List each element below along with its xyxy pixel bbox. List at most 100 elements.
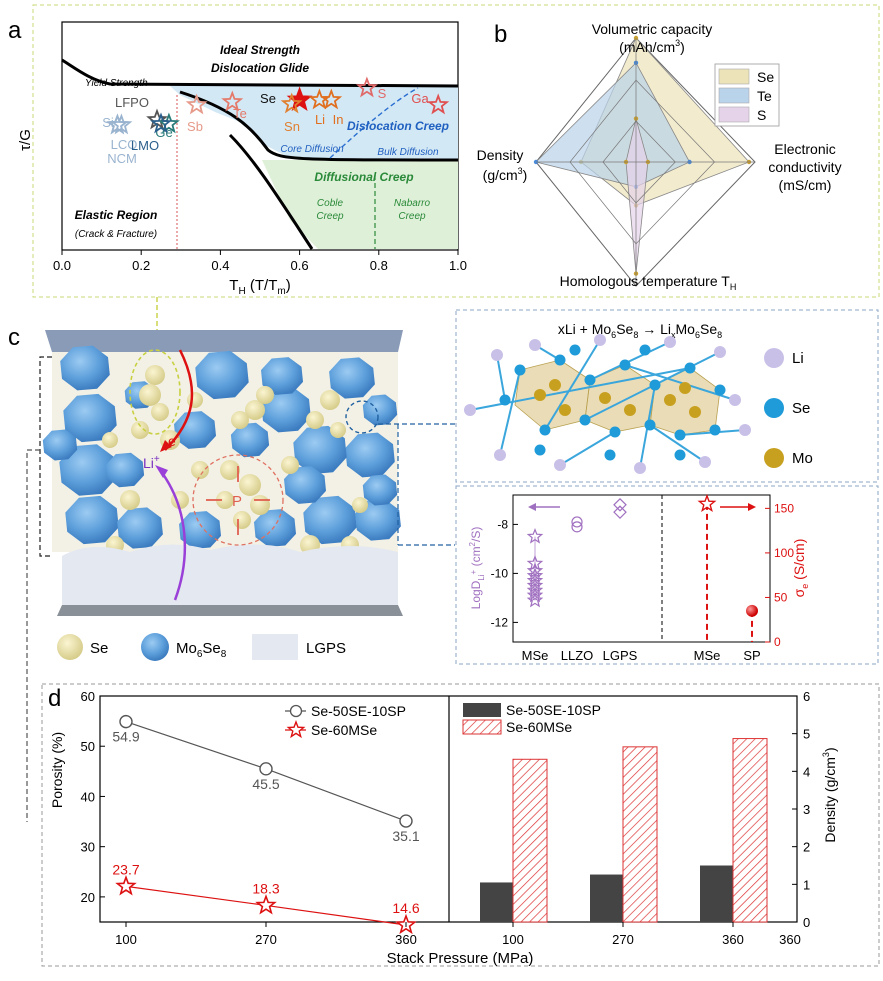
- yield-strength-curve: [61, 58, 459, 88]
- legend-lgps: LGPS: [306, 640, 346, 657]
- material-label-in: In: [333, 112, 344, 127]
- panel-a-xtick: 0.6: [291, 258, 309, 273]
- density-bar-se50: [700, 865, 733, 922]
- density-bar-mse: [512, 758, 548, 923]
- li-atom: [594, 334, 606, 346]
- mo6se8-particle: [60, 345, 110, 391]
- particle-bed: [42, 345, 401, 555]
- mo6se8-particle: [329, 357, 375, 399]
- density-legend-swatch-1: [462, 719, 502, 735]
- se-atom: [584, 374, 596, 386]
- diffusional-boundary-curve: [228, 133, 314, 250]
- top-plate: [45, 330, 403, 352]
- diffusional-creep-region: [262, 160, 458, 249]
- legend-se: Se: [90, 640, 108, 657]
- panel-d-ylabel-right: Density (g/cm3): [821, 747, 838, 842]
- se-particle: [131, 421, 149, 439]
- se-atom: [644, 419, 656, 431]
- li-atom: [529, 339, 541, 351]
- panel-a-xticks: 0.0 0.2 0.4 0.6 0.8 1.0: [53, 250, 467, 273]
- se-atom: [684, 362, 696, 374]
- density-bar-mse: [622, 746, 658, 923]
- density-ytick: 4: [803, 764, 810, 779]
- radar-axis-right-1: Electronic: [774, 141, 835, 157]
- se-atom: [639, 344, 651, 356]
- se-zoom-circle: [129, 349, 181, 435]
- panel-d-xlabel: Stack Pressure (MPa): [387, 950, 534, 967]
- panel-d-ylabel-left: Porosity (%): [49, 732, 65, 808]
- region-coble-1: Coble: [317, 198, 344, 209]
- radar-axis-top-2: (mAh/cm3): [619, 38, 685, 55]
- material-star-s: [356, 76, 378, 98]
- inset-ytick-right: 50: [774, 590, 788, 604]
- pressure-circle: [192, 454, 284, 546]
- porosity-label: 45.5: [252, 776, 279, 792]
- mo6se8-particle: [63, 393, 117, 443]
- panel-a-xtick: 1.0: [449, 258, 467, 273]
- region-crack: (Crack & Fracture): [75, 229, 157, 240]
- diffusion-inset-frame: [455, 485, 879, 665]
- mo6se8-particle: [117, 507, 163, 549]
- porosity-point-se50: [259, 762, 273, 776]
- radar-axis-left-2: (g/cm3): [483, 166, 528, 183]
- li-atom: [699, 456, 711, 468]
- atom-legend-swatch-se: [764, 398, 784, 418]
- panel-c-letter: c: [8, 324, 20, 351]
- se-particle: [216, 491, 234, 509]
- inset-point-sp-sigma: [746, 604, 758, 617]
- se-atom: [649, 379, 661, 391]
- mo6se8-particle: [174, 411, 216, 449]
- li-atom: [494, 449, 506, 461]
- panel-d-letter: d: [48, 685, 61, 712]
- radar-legend: Se Te S: [714, 63, 780, 127]
- radar-axis-top-1: Volumetric capacity: [592, 21, 713, 37]
- se-particle: [231, 411, 249, 429]
- mo6-cluster: [649, 367, 721, 436]
- panel-d-xtick: 270: [612, 932, 634, 947]
- material-label-ga: Ga: [411, 91, 429, 106]
- se-particle: [352, 497, 368, 513]
- mo6se8-particle: [345, 432, 395, 478]
- inset-point-mse-sigma: [697, 493, 717, 513]
- porosity-chart: 20 30 40 50 60 54.9 45.5 35.1 23.7 18.3 14.6 Se-50S…: [81, 689, 420, 935]
- electron-path: [164, 349, 194, 451]
- porosity-ytick: 40: [81, 789, 95, 804]
- crystal-structure: [464, 334, 751, 474]
- mo6-cluster: [584, 364, 656, 433]
- panel-d-xtick: 360: [722, 932, 744, 947]
- radar-legend-swatch-te: [718, 87, 750, 104]
- panel-d-chart: 203040506054.945.535.123.718.314.6Se-50S…: [49, 689, 838, 967]
- inset-point-lgps: [613, 505, 627, 519]
- inset-ytick-right: 0: [774, 635, 781, 649]
- se-particle: [239, 474, 261, 496]
- panel-d-frame: [41, 683, 880, 967]
- atom-legend-swatch-mo: [764, 448, 784, 468]
- mo6se8-particle: [59, 444, 117, 496]
- inset-point-mse: [526, 591, 544, 608]
- material-label-sb: Sb: [187, 119, 203, 134]
- inset-point-mse: [526, 586, 544, 603]
- se-atom: [554, 354, 566, 366]
- mo-atom: [599, 392, 611, 404]
- panel-d-xtick: 100: [115, 932, 137, 947]
- panel-a-xtick: 0.2: [132, 258, 150, 273]
- panel-d-xtick: 270: [255, 932, 277, 947]
- dislocation-creep-region: [170, 86, 458, 160]
- legend-se-swatch: [57, 634, 83, 660]
- density-ytick: 3: [803, 802, 810, 817]
- inset-xtick: MSe: [694, 648, 721, 663]
- porosity-point-mse: [255, 894, 277, 915]
- density-ytick: 0: [803, 915, 810, 930]
- se-particle: [120, 490, 140, 510]
- panel-a-xlabel: TH (T/Tm): [229, 277, 290, 297]
- mo6se8-particle: [65, 495, 119, 545]
- material-star-in: [320, 88, 343, 110]
- porosity-point-mse: [115, 874, 137, 896]
- material-label-te: Te: [233, 106, 247, 121]
- material-label-ncm: NCM: [107, 151, 137, 166]
- panel-a-ylabel: τ/G: [17, 129, 34, 151]
- radar-legend-label-se: Se: [757, 69, 774, 85]
- inset-plot-area: [512, 494, 771, 643]
